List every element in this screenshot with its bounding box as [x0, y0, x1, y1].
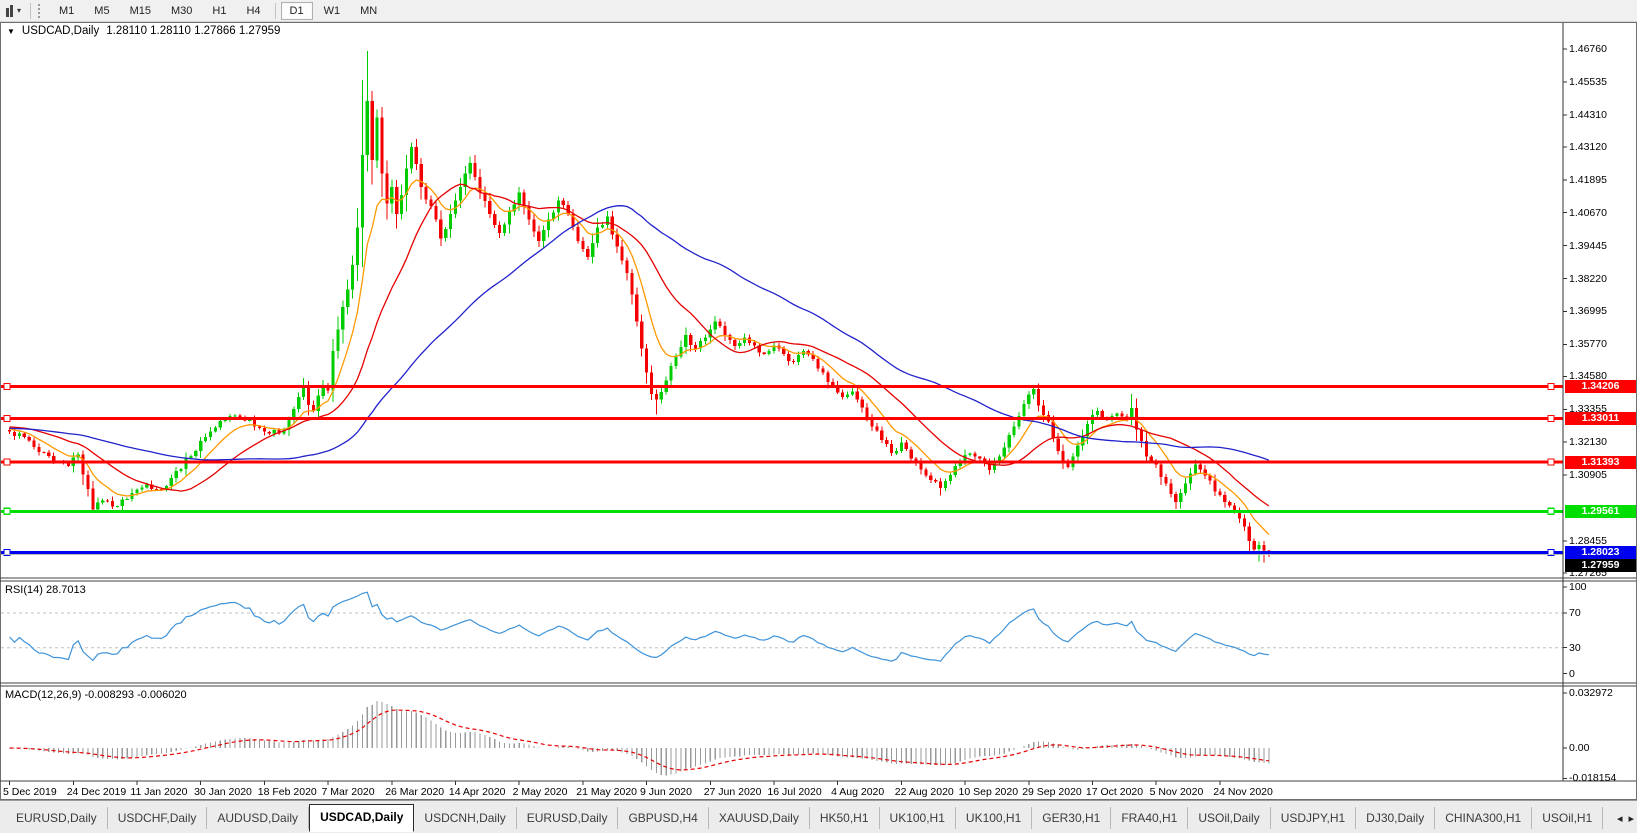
- toolbar-grip[interactable]: [38, 3, 43, 18]
- symbol-tab-3[interactable]: USDCAD,Daily: [309, 804, 415, 832]
- chart-symbol-period: USDCAD,Daily: [21, 25, 100, 37]
- line-handle[interactable]: [1547, 548, 1555, 557]
- horizontal-lines[interactable]: [1, 382, 1563, 557]
- macd-signal-line: [9, 709, 1269, 771]
- price-axis[interactable]: [1563, 22, 1637, 781]
- symbol-tab-15[interactable]: DJ30,Daily: [1356, 807, 1436, 829]
- rsi-indicator-label: RSI(14) 28.7013: [5, 584, 86, 596]
- symbol-tab-2[interactable]: AUDUSD,Daily: [207, 807, 310, 829]
- timeframe-button-m15[interactable]: M15: [129, 4, 151, 17]
- symbol-tab-6[interactable]: GBPUSD,H4: [618, 807, 709, 829]
- timeframe-button-w1[interactable]: W1: [323, 4, 341, 17]
- line-handle[interactable]: [1547, 458, 1555, 466]
- line-handle[interactable]: [3, 548, 11, 557]
- timeframe-buttons: M1 M5 M15 M30 H1 H4 D1 W1 MN: [49, 1, 387, 20]
- collapse-chart-icon[interactable]: ▼: [7, 26, 15, 36]
- symbol-tab-1[interactable]: USDCHF,Daily: [108, 807, 208, 829]
- chart-type-button[interactable]: ▾: [2, 4, 25, 18]
- timeframe-button-mn[interactable]: MN: [360, 4, 378, 17]
- symbol-tab-0[interactable]: EURUSD,Daily: [6, 807, 108, 829]
- chart-canvas[interactable]: [0, 0, 1637, 800]
- symbol-tab-8[interactable]: HK50,H1: [810, 807, 880, 829]
- ma-slow-line: [9, 205, 1270, 461]
- tab-scroll-arrows: ◂ ▸: [1617, 812, 1634, 825]
- timeframe-button-h4[interactable]: H4: [246, 4, 261, 17]
- tabs-scroll-left-icon[interactable]: ◂: [1616, 813, 1623, 825]
- symbol-tab-13[interactable]: USOil,Daily: [1188, 807, 1271, 829]
- line-handle[interactable]: [3, 382, 11, 390]
- rsi-line: [9, 591, 1269, 662]
- line-handle[interactable]: [1547, 382, 1555, 390]
- symbol-tab-14[interactable]: USDJPY,H1: [1271, 807, 1357, 829]
- symbol-tab-17[interactable]: USOil,H1: [1532, 807, 1604, 829]
- symbol-tab-9[interactable]: UK100,H1: [880, 807, 956, 829]
- toolbar-separator: [30, 2, 32, 19]
- symbol-tab-11[interactable]: GER30,H1: [1032, 807, 1112, 829]
- candlestick-chart-icon: [6, 4, 14, 17]
- symbol-tab-7[interactable]: XAUUSD,Daily: [709, 807, 810, 829]
- line-handle[interactable]: [3, 415, 11, 423]
- symbol-tab-bar: EURUSD,Daily USDCHF,Daily AUDUSD,Daily USDC…: [0, 800, 1637, 833]
- macd-indicator-label: MACD(12,26,9) -0.008293 -0.006020: [5, 689, 187, 701]
- symbol-tab-16[interactable]: CHINA300,H1: [1435, 807, 1533, 829]
- toolbar: ▾ M1 M5 M15 M30 H1 H4 D1 W1 MN: [0, 0, 1637, 22]
- symbol-tab-4[interactable]: USDCNH,Daily: [414, 807, 517, 829]
- toolbar-separator: [274, 2, 276, 19]
- symbol-tab-12[interactable]: FRA40,H1: [1111, 807, 1189, 829]
- timeframe-button-m30[interactable]: M30: [170, 4, 193, 17]
- line-handle[interactable]: [3, 458, 11, 466]
- line-handle[interactable]: [1547, 507, 1555, 515]
- symbol-tab-5[interactable]: EURUSD,Daily: [517, 807, 619, 829]
- chevron-down-icon: ▾: [17, 6, 22, 15]
- timeframe-button-m5[interactable]: M5: [94, 4, 110, 17]
- line-handle[interactable]: [1547, 415, 1555, 423]
- chart-title: ▼ USDCAD,Daily 1.28110 1.28110 1.27866 1…: [7, 25, 280, 37]
- time-axis[interactable]: [0, 781, 1562, 800]
- timeframe-button-h1[interactable]: H1: [212, 4, 227, 17]
- symbol-tabs: EURUSD,Daily USDCHF,Daily AUDUSD,Daily USDC…: [0, 804, 1604, 833]
- macd-histogram: [9, 701, 1270, 776]
- timeframe-button-d1[interactable]: D1: [280, 1, 313, 20]
- symbol-tab-10[interactable]: UK100,H1: [956, 807, 1033, 829]
- chart-window: [0, 22, 1637, 800]
- ma-medium-line: [9, 183, 1270, 507]
- line-handle[interactable]: [3, 507, 11, 515]
- chart-ohlc-values: 1.28110 1.28110 1.27866 1.27959: [106, 25, 281, 37]
- ma-fast-line: [9, 179, 1270, 535]
- timeframe-button-m1[interactable]: M1: [59, 4, 75, 17]
- tabs-scroll-right-icon[interactable]: ▸: [1628, 813, 1634, 825]
